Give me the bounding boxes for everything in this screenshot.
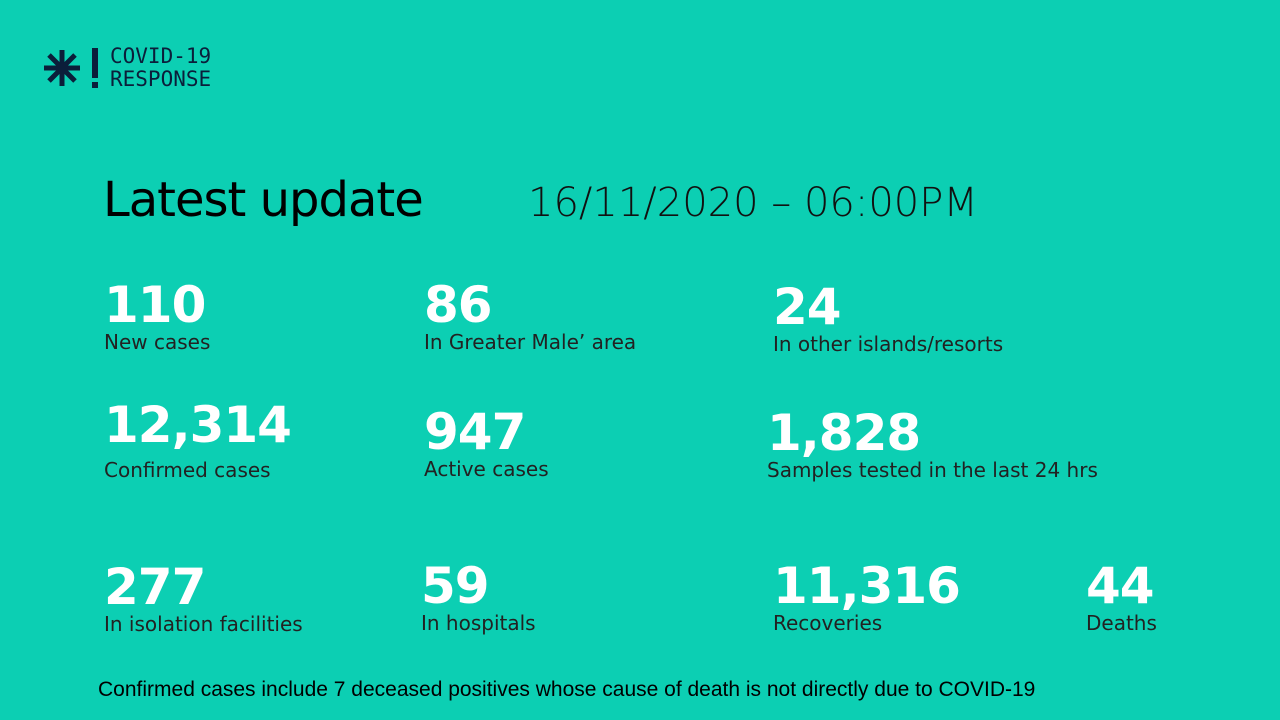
- stat-other-islands: 24 In other islands/resorts: [773, 282, 1003, 356]
- stat-label: New cases: [104, 330, 211, 354]
- logo-line-1: COVID-19: [110, 44, 212, 68]
- stat-value: 277: [104, 558, 206, 616]
- logo-line-2: RESPONSE: [110, 67, 212, 91]
- stat-hospitals: 59 In hospitals: [421, 561, 536, 635]
- stat-samples: 1,828 Samples tested in the last 24 hrs: [767, 408, 1098, 482]
- stat-label: In isolation facilities: [104, 612, 303, 636]
- page-title: Latest update: [103, 172, 424, 228]
- stat-value: 947: [424, 403, 526, 461]
- stat-value: 12,314: [104, 396, 292, 454]
- stat-label: Samples tested in the last 24 hrs: [767, 458, 1098, 482]
- stat-deaths: 44 Deaths: [1086, 561, 1157, 635]
- stat-value: 44: [1086, 557, 1155, 615]
- stat-label: Recoveries: [773, 611, 883, 635]
- stat-value: 24: [773, 278, 842, 336]
- stat-label: In Greater Male’ area: [424, 330, 637, 354]
- stat-recoveries: 11,316 Recoveries: [773, 557, 961, 635]
- stat-value: 110: [104, 276, 206, 334]
- snowflake-exclamation-icon: [44, 48, 98, 88]
- stat-confirmed: 12,314 Confirmed cases: [104, 396, 292, 482]
- stat-label: Active cases: [424, 457, 549, 481]
- stat-new-cases: 110 New cases: [104, 280, 210, 354]
- stat-value: 1,828: [767, 404, 921, 462]
- stat-isolation: 277 In isolation facilities: [104, 562, 303, 636]
- footnote: Confirmed cases include 7 deceased posit…: [98, 678, 1036, 701]
- stat-label: Deaths: [1086, 611, 1157, 635]
- stat-label: In other islands/resorts: [773, 332, 1004, 356]
- stat-value: 59: [421, 557, 490, 615]
- update-datetime: 16/11/2020 – 06:00PM: [528, 180, 978, 226]
- stat-label: Confirmed cases: [104, 458, 271, 482]
- logo: COVID-19 RESPONSE: [40, 44, 211, 92]
- stat-active: 947 Active cases: [424, 407, 549, 481]
- stat-label: In hospitals: [421, 611, 536, 635]
- stat-value: 86: [424, 276, 493, 334]
- stat-greater-male: 86 In Greater Male’ area: [424, 280, 636, 354]
- stat-value: 11,316: [773, 557, 961, 615]
